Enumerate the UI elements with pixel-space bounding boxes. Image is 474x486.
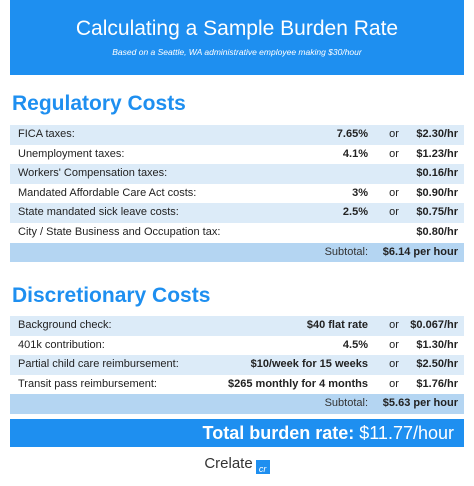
cost-rate: $265 monthly for 4 months [228, 377, 368, 390]
subtotal-row: Subtotal: $6.14 per hour [10, 242, 464, 263]
cost-rate: 4.1% [342, 147, 368, 160]
or-text: or [389, 377, 399, 390]
cost-row: Workers' Compensation taxes: $0.16/hr [10, 164, 464, 184]
brand: Crelate [204, 455, 253, 472]
or-text: or [389, 206, 399, 219]
subtitle: Based on a Seattle, WA administrative em… [112, 47, 362, 57]
total-value: $11.77/hour [359, 423, 454, 443]
or-text: or [389, 186, 399, 199]
cost-label: Mandated Affordable Care Act costs: [18, 186, 197, 199]
cost-amount: $0.80/hr [416, 226, 458, 238]
cost-amount: $0.90/hr [416, 186, 458, 199]
cost-label: Transit pass reimbursement: [18, 377, 157, 390]
cost-row: Transit pass reimbursement: $265 monthly … [10, 375, 464, 395]
or-text: or [389, 128, 399, 140]
cost-label: Workers' Compensation taxes: [18, 167, 168, 180]
cost-label: Unemployment taxes: [18, 147, 125, 160]
cost-row: State mandated sick leave costs: 2.5% or $0… [10, 203, 464, 223]
footer: Crelate cr [0, 455, 474, 474]
cost-rate: 7.65% [336, 128, 368, 140]
total-label: Total burden rate: [202, 423, 355, 443]
cost-row: Partial child care reimbursement: $10/wee… [10, 355, 464, 375]
or-text: or [389, 338, 399, 351]
cost-amount: $0.16/hr [416, 167, 458, 180]
cost-row: Unemployment taxes: 4.1% or $1.23/hr [10, 145, 464, 165]
section-title: Discretionary Costs [12, 284, 211, 307]
cost-label: City / State Business and Occupation tax… [18, 226, 221, 238]
cost-label: 401k contribution: [18, 338, 105, 351]
cost-row: FICA taxes: 7.65% or $2.30/hr [10, 125, 464, 145]
cost-label: Background check: [18, 319, 112, 331]
section-title: Regulatory Costs [12, 92, 186, 115]
or-text: or [389, 319, 399, 331]
cost-row: City / State Business and Occupation tax… [10, 223, 464, 243]
cost-rate: 3% [352, 186, 368, 199]
cost-amount: $2.30/hr [416, 128, 458, 140]
cost-rate: 4.5% [342, 338, 368, 351]
cost-amount: $1.76/hr [416, 377, 458, 390]
header: Calculating a Sample Burden Rate Based o… [10, 0, 464, 75]
cost-rate: $10/week for 15 weeks [250, 358, 368, 371]
subtotal-label: Subtotal: [324, 245, 368, 258]
logo: cr [255, 460, 270, 474]
or-text: or [389, 358, 399, 371]
cost-amount: $2.50/hr [416, 358, 458, 371]
cost-label: Partial child care reimbursement: [18, 358, 179, 371]
cost-rate: $40 flat rate [306, 319, 368, 331]
cost-row: Background check: $40 flat rate or $0.067/h… [10, 316, 464, 336]
cost-rate: 2.5% [342, 206, 368, 219]
or-text: or [389, 147, 399, 160]
subtotal-value: $5.63 per hour [382, 397, 458, 410]
subtotal-value: $6.14 per hour [382, 245, 458, 258]
cost-label: State mandated sick leave costs: [18, 206, 179, 219]
cost-row: Mandated Affordable Care Act costs: 3% or $… [10, 184, 464, 204]
cost-amount: $0.75/hr [416, 206, 458, 219]
cost-label: FICA taxes: [18, 128, 75, 140]
title: Calculating a Sample Burden Rate [75, 17, 399, 40]
cost-row: 401k contribution: 4.5% or $1.30/hr [10, 336, 464, 356]
total-bar: Total burden rate: $11.77/hour [10, 419, 464, 447]
cost-amount: $1.30/hr [416, 338, 458, 351]
cost-amount: $0.067/hr [410, 319, 458, 331]
cost-amount: $1.23/hr [416, 147, 458, 160]
subtotal-row: Subtotal: $5.63 per hour [10, 394, 464, 414]
subtotal-label: Subtotal: [324, 397, 368, 410]
